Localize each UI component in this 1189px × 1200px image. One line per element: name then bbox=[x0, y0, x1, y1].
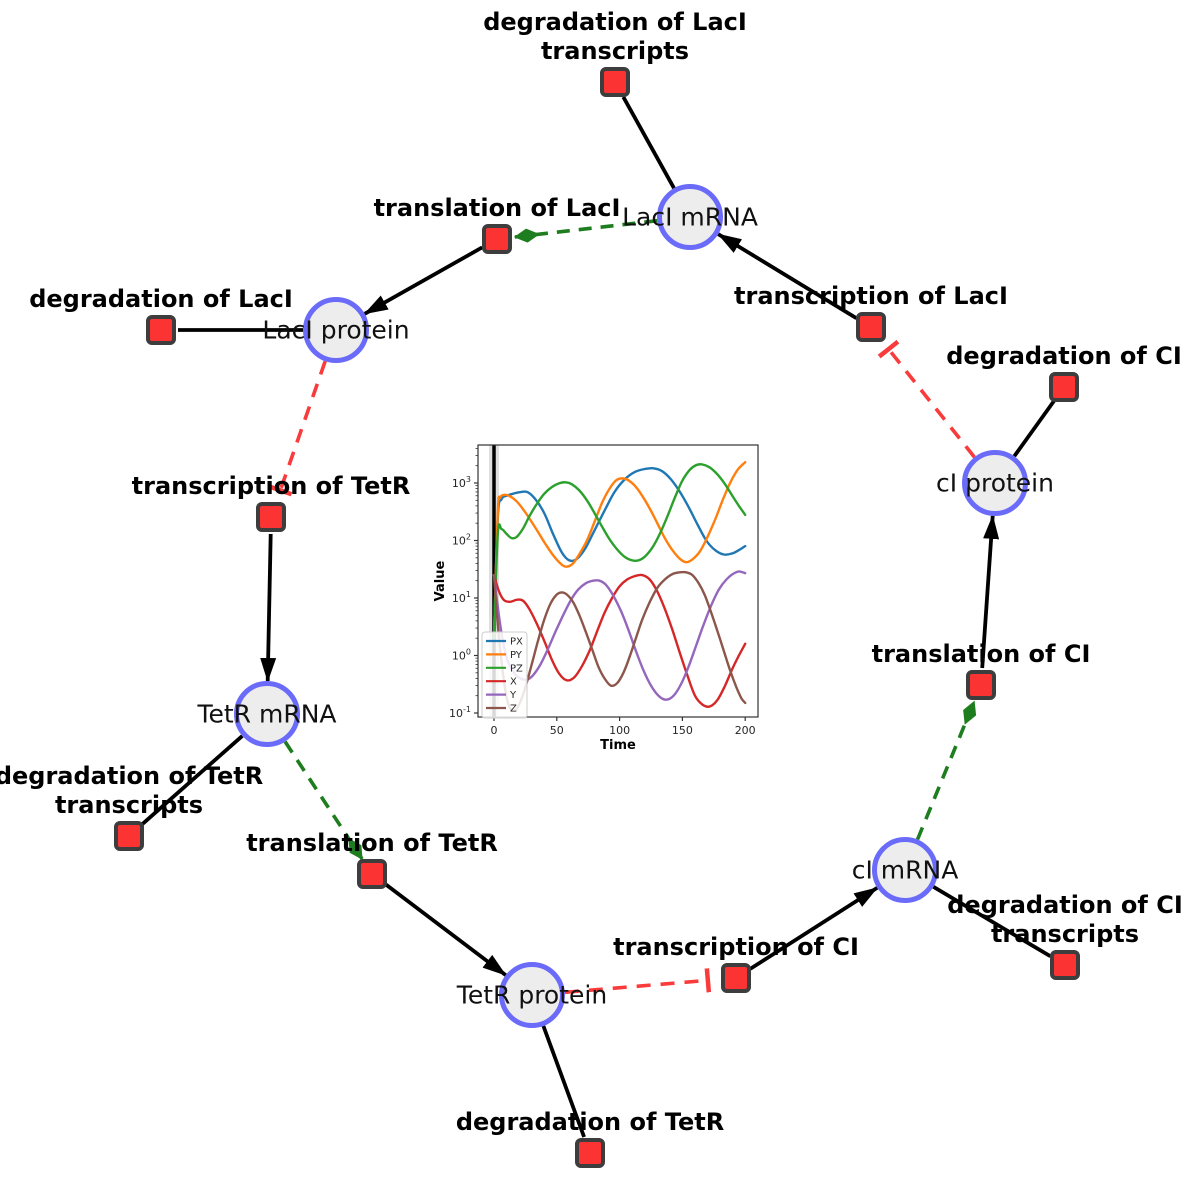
chart-x-tick-label: 50 bbox=[550, 724, 564, 737]
reaction-degradation-tetr[interactable] bbox=[575, 1138, 605, 1168]
species-label-ci-mrna: cI mRNA bbox=[851, 855, 959, 885]
reaction-translation-ci[interactable] bbox=[966, 670, 996, 700]
species-tetr-mrna[interactable] bbox=[234, 681, 300, 747]
reaction-label-transcription-laci: transcription of LacI bbox=[734, 282, 1008, 311]
reaction-label-degradation-laci-transcripts: degradation of LacI transcripts bbox=[483, 8, 747, 66]
reaction-label-transcription-tetr: transcription of TetR bbox=[132, 472, 411, 501]
edge-modifier-ci-mrna-to-translation-ci[interactable] bbox=[915, 700, 977, 841]
species-label-laci-mrna: LacI mRNA bbox=[622, 202, 758, 232]
reaction-label-line: degradation of TetR bbox=[0, 762, 264, 790]
edge-consumption-tetr-mrna-to-degradation-tetr-transcripts[interactable] bbox=[140, 734, 244, 827]
edge-consumption-tetr-protein-to-degradation-tetr[interactable] bbox=[541, 1025, 586, 1138]
edge-modifier-laci-mrna-to-translation-laci[interactable] bbox=[513, 218, 658, 243]
reaction-label-degradation-tetr: degradation of TetR bbox=[456, 1108, 724, 1137]
reaction-label-line: translation of TetR bbox=[246, 829, 498, 857]
reaction-degradation-ci[interactable] bbox=[1049, 372, 1079, 402]
species-laci-protein[interactable] bbox=[303, 297, 369, 363]
chart-legend-label-pz: PZ bbox=[510, 663, 523, 674]
species-laci-mrna[interactable] bbox=[657, 184, 723, 250]
chart-series-pz-line bbox=[492, 463, 747, 640]
reaction-translation-laci[interactable] bbox=[482, 224, 512, 254]
reaction-label-degradation-laci: degradation of LacI bbox=[29, 285, 293, 314]
reaction-degradation-laci[interactable] bbox=[146, 315, 176, 345]
chart-y-tick-label: 101 bbox=[452, 590, 471, 605]
reaction-label-line: transcription of LacI bbox=[734, 282, 1008, 310]
reaction-label-transcription-ci: transcription of CI bbox=[613, 933, 859, 962]
chart-legend: PX PY PZ XYZ bbox=[481, 631, 528, 719]
reaction-label-line: degradation of TetR bbox=[455, 1108, 725, 1136]
species-label-laci-protein: LacI protein bbox=[262, 315, 410, 345]
edge-production-transcription-laci-to-laci-mrna[interactable] bbox=[717, 232, 858, 320]
edge-production-transcription-ci-to-ci-mrna[interactable] bbox=[749, 886, 879, 971]
edge-consumption-laci-mrna-to-degradation-laci-transcripts[interactable] bbox=[621, 95, 676, 190]
reaction-label-degradation-tetr-transcripts: degradation of TetR transcripts bbox=[0, 762, 263, 820]
edge-production-translation-tetr-to-tetr-protein[interactable] bbox=[384, 882, 507, 977]
chart-xlabel: Time bbox=[600, 738, 636, 753]
reaction-label-line: degradation of LacI bbox=[29, 285, 293, 313]
chart-legend-label-z: Z bbox=[510, 704, 517, 715]
reaction-transcription-tetr[interactable] bbox=[256, 502, 286, 532]
reaction-degradation-ci-transcripts[interactable] bbox=[1050, 950, 1080, 980]
reaction-label-line: transcripts bbox=[990, 920, 1140, 948]
chart-series-px-line bbox=[492, 466, 747, 640]
species-label-ci-protein: cI protein bbox=[936, 468, 1054, 498]
reaction-degradation-tetr-transcripts[interactable] bbox=[114, 821, 144, 851]
edge-production-transcription-tetr-to-tetr-mrna[interactable] bbox=[260, 533, 277, 682]
reaction-label-degradation-ci-transcripts: degradation of CI transcripts bbox=[947, 891, 1183, 949]
chart-series-x-line bbox=[492, 573, 747, 708]
reaction-label-translation-ci: translation of CI bbox=[872, 640, 1091, 669]
reaction-label-line: transcripts bbox=[54, 791, 204, 819]
chart-legend-label-py: PY bbox=[510, 650, 523, 661]
reaction-translation-tetr[interactable] bbox=[357, 859, 387, 889]
reaction-label-line: degradation of CI bbox=[946, 342, 1182, 370]
reaction-degradation-laci-transcripts[interactable] bbox=[600, 67, 630, 97]
chart-legend-label-y: Y bbox=[509, 690, 517, 701]
chart-x-tick-label: 150 bbox=[672, 724, 693, 737]
chart-x-tick-label: 200 bbox=[735, 724, 756, 737]
chart-y-tick-label: 103 bbox=[452, 475, 471, 490]
edge-production-translation-ci-to-ci-protein[interactable] bbox=[980, 514, 1000, 669]
reaction-label-line: transcription of CI bbox=[613, 933, 859, 961]
species-tetr-protein[interactable] bbox=[499, 962, 565, 1028]
chart-y-tick-label: 102 bbox=[452, 533, 471, 548]
reaction-transcription-ci[interactable] bbox=[721, 963, 751, 993]
chart-x-tick-label: 100 bbox=[609, 724, 630, 737]
chart-legend-label-px: PX bbox=[510, 637, 523, 648]
reaction-label-line: transcripts bbox=[540, 37, 690, 65]
edge-modifier-tetr-mrna-to-translation-tetr[interactable] bbox=[283, 740, 364, 860]
edge-consumption-ci-mrna-to-degradation-ci-transcripts[interactable] bbox=[932, 885, 1052, 958]
inset-chart: 0 50 100 150 200 103 102 101 100 10-1 Time Value PX P… bbox=[430, 435, 778, 775]
species-ci-protein[interactable] bbox=[962, 450, 1028, 516]
chart-x-tick-label: 0 bbox=[491, 724, 498, 737]
reaction-label-translation-laci: translation of LacI bbox=[374, 194, 621, 223]
chart-y-tick-label: 10-1 bbox=[449, 705, 471, 720]
reaction-label-line: translation of CI bbox=[871, 640, 1091, 668]
edge-production-translation-laci-to-laci-protein[interactable] bbox=[363, 245, 484, 316]
chart-svg: 0 50 100 150 20010310210110010-1TimeValuePXP… bbox=[430, 435, 778, 775]
chart-ylabel: Value bbox=[433, 560, 448, 601]
species-label-tetr-protein: TetR protein bbox=[456, 980, 608, 1010]
chart-legend-label-x: X bbox=[510, 677, 517, 688]
chart-series-py-line bbox=[492, 461, 747, 640]
chart-y-tick-label: 100 bbox=[452, 648, 471, 663]
reaction-label-line: transcription of TetR bbox=[131, 472, 411, 500]
reaction-label-line: degradation of LacI bbox=[483, 8, 747, 36]
reaction-label-line: degradation of CI bbox=[947, 891, 1183, 919]
reaction-label-degradation-ci: degradation of CI bbox=[946, 342, 1182, 371]
species-label-tetr-mrna: TetR mRNA bbox=[197, 699, 337, 729]
reaction-label-translation-tetr: translation of TetR bbox=[246, 829, 498, 858]
reaction-label-line: translation of LacI bbox=[373, 194, 621, 222]
edge-consumption-ci-protein-to-degradation-ci[interactable] bbox=[1012, 399, 1056, 458]
reaction-transcription-laci[interactable] bbox=[856, 312, 886, 342]
species-ci-mrna[interactable] bbox=[872, 837, 938, 903]
